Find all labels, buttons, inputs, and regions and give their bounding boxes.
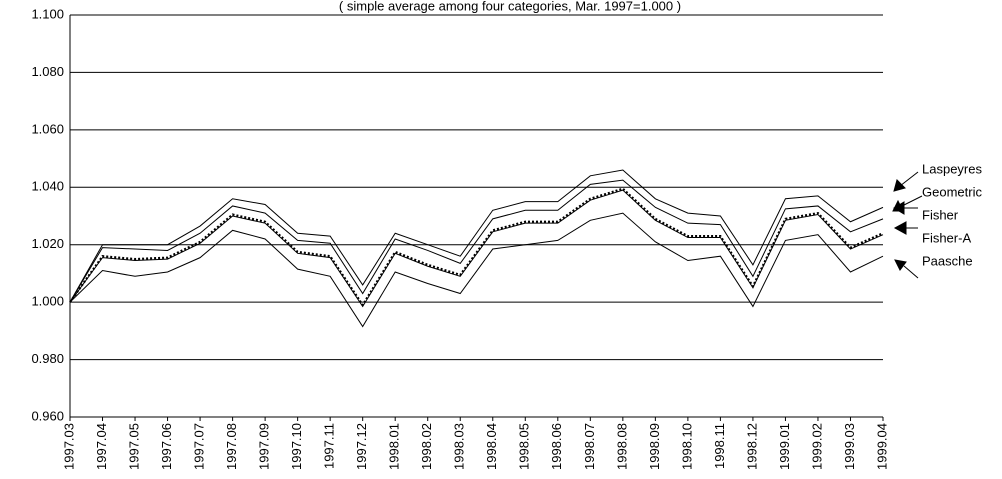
x-tick-label: 1998.04 xyxy=(484,423,499,470)
x-tick-label: 1998.03 xyxy=(452,423,467,470)
x-tick-label: 1998.11 xyxy=(712,423,727,469)
x-tick-label: 1998.05 xyxy=(517,423,532,470)
x-tick-label: 1997.04 xyxy=(94,423,109,470)
x-tick-label: 1999.03 xyxy=(842,423,857,470)
y-tick-label: 1.080 xyxy=(31,64,64,79)
series-line xyxy=(69,189,884,308)
chart-title: ( simple average among four categories, … xyxy=(339,0,681,13)
series-line xyxy=(69,212,884,328)
series-line xyxy=(69,169,884,303)
x-tick-label: 1998.02 xyxy=(419,423,434,470)
x-tick-label: 1997.10 xyxy=(289,423,304,470)
x-tick-label: 1998.12 xyxy=(744,423,759,470)
x-tick-label: 1998.01 xyxy=(387,423,402,470)
legend-label: Laspeyres xyxy=(922,161,982,176)
y-tick-label: 1.040 xyxy=(31,179,64,194)
y-tick-label: 1.000 xyxy=(31,294,64,309)
legend-label: Fisher-A xyxy=(922,230,971,245)
x-tick-label: 1997.08 xyxy=(224,423,239,470)
y-tick-label: 0.980 xyxy=(31,351,64,366)
y-tick-label: 1.060 xyxy=(31,121,64,136)
y-tick-label: 0.960 xyxy=(31,408,64,423)
legend-label: Paasche xyxy=(922,253,973,268)
series-line xyxy=(69,187,884,308)
y-tick-label: 1.100 xyxy=(31,6,64,21)
legend-label: Fisher xyxy=(922,207,959,222)
x-tick-label: 1997.09 xyxy=(257,423,272,470)
x-tick-label: 1999.02 xyxy=(809,423,824,470)
series-line xyxy=(69,179,884,303)
x-tick-label: 1997.05 xyxy=(126,423,141,470)
x-tick-label: 1997.03 xyxy=(61,423,76,470)
x-tick-label: 1997.12 xyxy=(354,423,369,470)
x-tick-label: 1997.06 xyxy=(159,423,174,470)
x-tick-label: 1997.11 xyxy=(322,423,337,469)
x-tick-label: 1998.10 xyxy=(679,423,694,470)
x-tick-label: 1998.06 xyxy=(549,423,564,470)
x-tick-label: 1997.07 xyxy=(192,423,207,470)
x-tick-label: 1999.04 xyxy=(874,423,889,470)
legend-arrows xyxy=(892,171,923,279)
x-tick-label: 1998.09 xyxy=(647,423,662,470)
x-tick-label: 1999.01 xyxy=(777,423,792,470)
x-tick-label: 1998.08 xyxy=(614,423,629,470)
legend-label: Geometric xyxy=(922,184,982,199)
y-tick-label: 1.020 xyxy=(31,236,64,251)
x-tick-label: 1998.07 xyxy=(582,423,597,470)
